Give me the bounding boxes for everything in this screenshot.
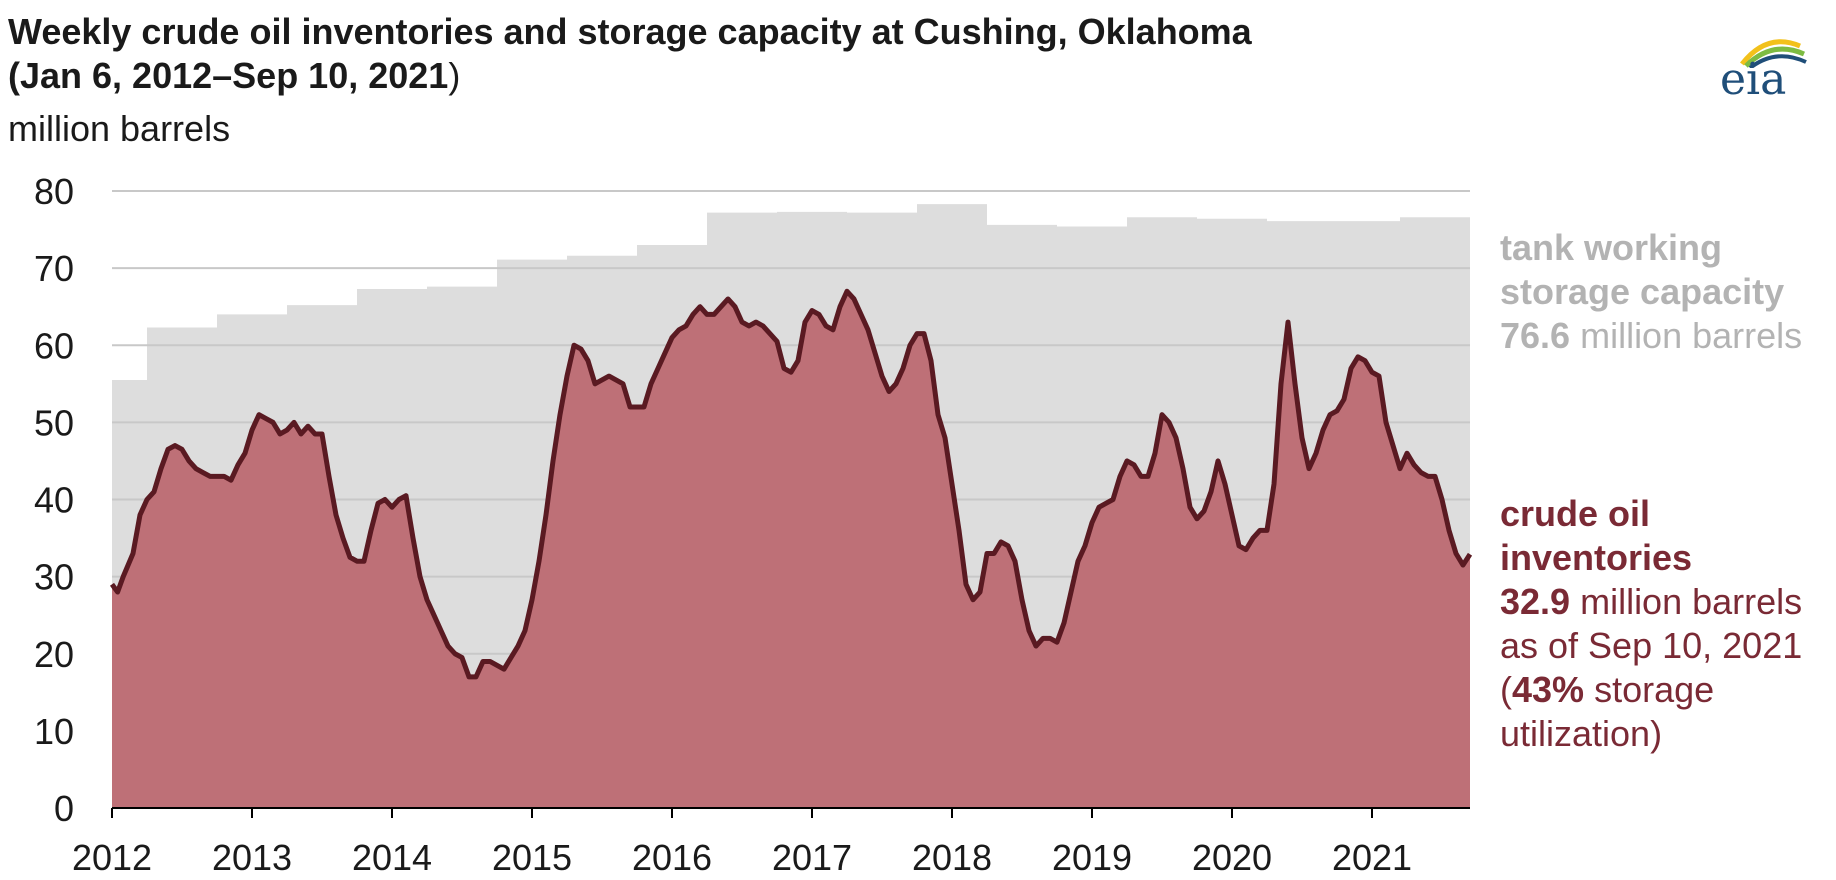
x-tick-label-2016: 2016	[632, 837, 712, 878]
eia-logo-arc-icon	[1740, 39, 1807, 68]
capacity-label-line-1: tank working	[1500, 227, 1723, 268]
x-tick-label-2020: 2020	[1192, 837, 1272, 878]
eia-logo-text: eia	[1720, 54, 1787, 105]
y-tick-label-80: 80	[34, 171, 74, 212]
utilization-value: 43%	[1512, 669, 1585, 710]
utilization-line: (43% storage	[1500, 668, 1802, 712]
capacity-unit: million barrels	[1570, 315, 1803, 356]
title-date-range: (Jan 6, 2012–Sep 10, 2021	[8, 55, 449, 96]
inventory-label: crude oil inventories 32.9 million barre…	[1500, 492, 1802, 756]
inventory-date: as of Sep 10, 2021	[1500, 625, 1803, 666]
x-tick-label-2014: 2014	[352, 837, 432, 878]
capacity-value-line: 76.6 million barrels	[1500, 314, 1802, 358]
y-tick-label-70: 70	[34, 248, 74, 289]
capacity-label-line-2: storage capacity	[1500, 271, 1785, 312]
capacity-label: tank working storage capacity 76.6 milli…	[1500, 226, 1802, 358]
y-tick-label-10: 10	[34, 711, 74, 752]
inventory-value-line: 32.9 million barrels	[1500, 580, 1802, 624]
x-tick-label-2012: 2012	[72, 837, 152, 878]
x-tick-label-2013: 2013	[212, 837, 292, 878]
x-tick-label-2021: 2021	[1332, 837, 1412, 878]
inventory-unit: million barrels	[1570, 581, 1803, 622]
y-tick-label-30: 30	[34, 557, 74, 598]
inventory-label-line-2: inventories	[1500, 537, 1693, 578]
title-close-paren: )	[448, 55, 461, 96]
inventory-label-line-1: crude oil	[1500, 493, 1651, 534]
inventory-area	[112, 291, 1470, 808]
x-tick-label-2017: 2017	[772, 837, 852, 878]
chart-title: Weekly crude oil inventories and storage…	[8, 10, 1252, 98]
capacity-value: 76.6	[1500, 315, 1571, 356]
x-tick-label-2019: 2019	[1052, 837, 1132, 878]
title-line-2: (Jan 6, 2012–Sep 10, 2021)	[8, 54, 1252, 98]
y-tick-label-60: 60	[34, 325, 74, 366]
y-tick-label-40: 40	[34, 480, 74, 521]
inventory-value: 32.9	[1500, 581, 1571, 622]
utilization-open: (	[1500, 669, 1512, 710]
x-tick-label-2018: 2018	[912, 837, 992, 878]
y-tick-label-50: 50	[34, 402, 74, 443]
y-tick-label-20: 20	[34, 634, 74, 675]
inventory-line	[109, 288, 1473, 680]
x-tick-label-2015: 2015	[492, 837, 572, 878]
utilization-line-2: utilization)	[1500, 713, 1663, 754]
y-axis-units: million barrels	[8, 108, 231, 149]
eia-logo: eia	[1712, 28, 1812, 105]
utilization-rest: storage	[1584, 669, 1715, 710]
y-tick-label-0: 0	[54, 788, 74, 829]
title-line-1: Weekly crude oil inventories and storage…	[8, 11, 1252, 52]
